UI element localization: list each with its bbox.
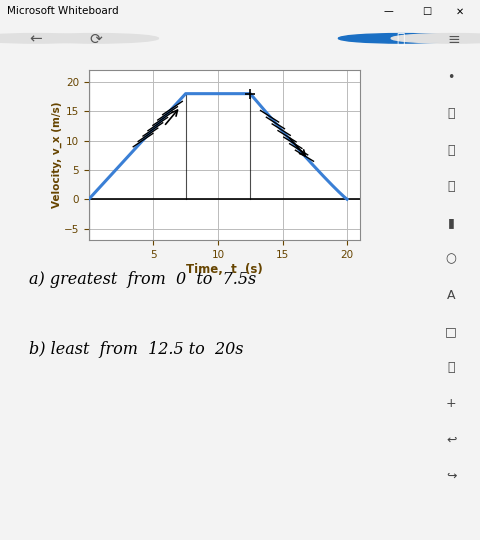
- Text: ↩: ↩: [446, 434, 456, 447]
- Text: 🖊: 🖊: [447, 107, 455, 120]
- Text: ≡: ≡: [447, 31, 460, 46]
- Text: 👤: 👤: [396, 32, 405, 46]
- X-axis label: Time,  t  (s): Time, t (s): [186, 263, 263, 276]
- Text: 🖼: 🖼: [447, 361, 455, 374]
- Text: 🖊: 🖊: [447, 144, 455, 157]
- Circle shape: [0, 33, 98, 43]
- Text: ⟳: ⟳: [90, 31, 102, 46]
- Text: ▮: ▮: [448, 216, 455, 229]
- Circle shape: [34, 33, 158, 43]
- Text: —: —: [384, 6, 394, 16]
- Text: A: A: [447, 289, 456, 302]
- Text: ←: ←: [30, 31, 42, 46]
- Text: Microsoft Whiteboard: Microsoft Whiteboard: [7, 6, 119, 16]
- Text: □: □: [445, 325, 457, 338]
- Text: ✕: ✕: [456, 6, 464, 16]
- Text: •: •: [447, 71, 455, 84]
- Circle shape: [391, 33, 480, 43]
- Text: ○: ○: [446, 252, 456, 266]
- Circle shape: [338, 33, 463, 43]
- Text: +: +: [446, 397, 456, 410]
- Text: ↪: ↪: [446, 470, 456, 483]
- Text: □: □: [422, 6, 432, 16]
- Y-axis label: Velocity, v_x (m/s): Velocity, v_x (m/s): [52, 102, 62, 208]
- Text: a) greatest  from  0  to  7.5s: a) greatest from 0 to 7.5s: [29, 271, 256, 287]
- Text: 🖊: 🖊: [447, 180, 455, 193]
- Text: b) least  from  12.5 to  20s: b) least from 12.5 to 20s: [29, 341, 243, 357]
